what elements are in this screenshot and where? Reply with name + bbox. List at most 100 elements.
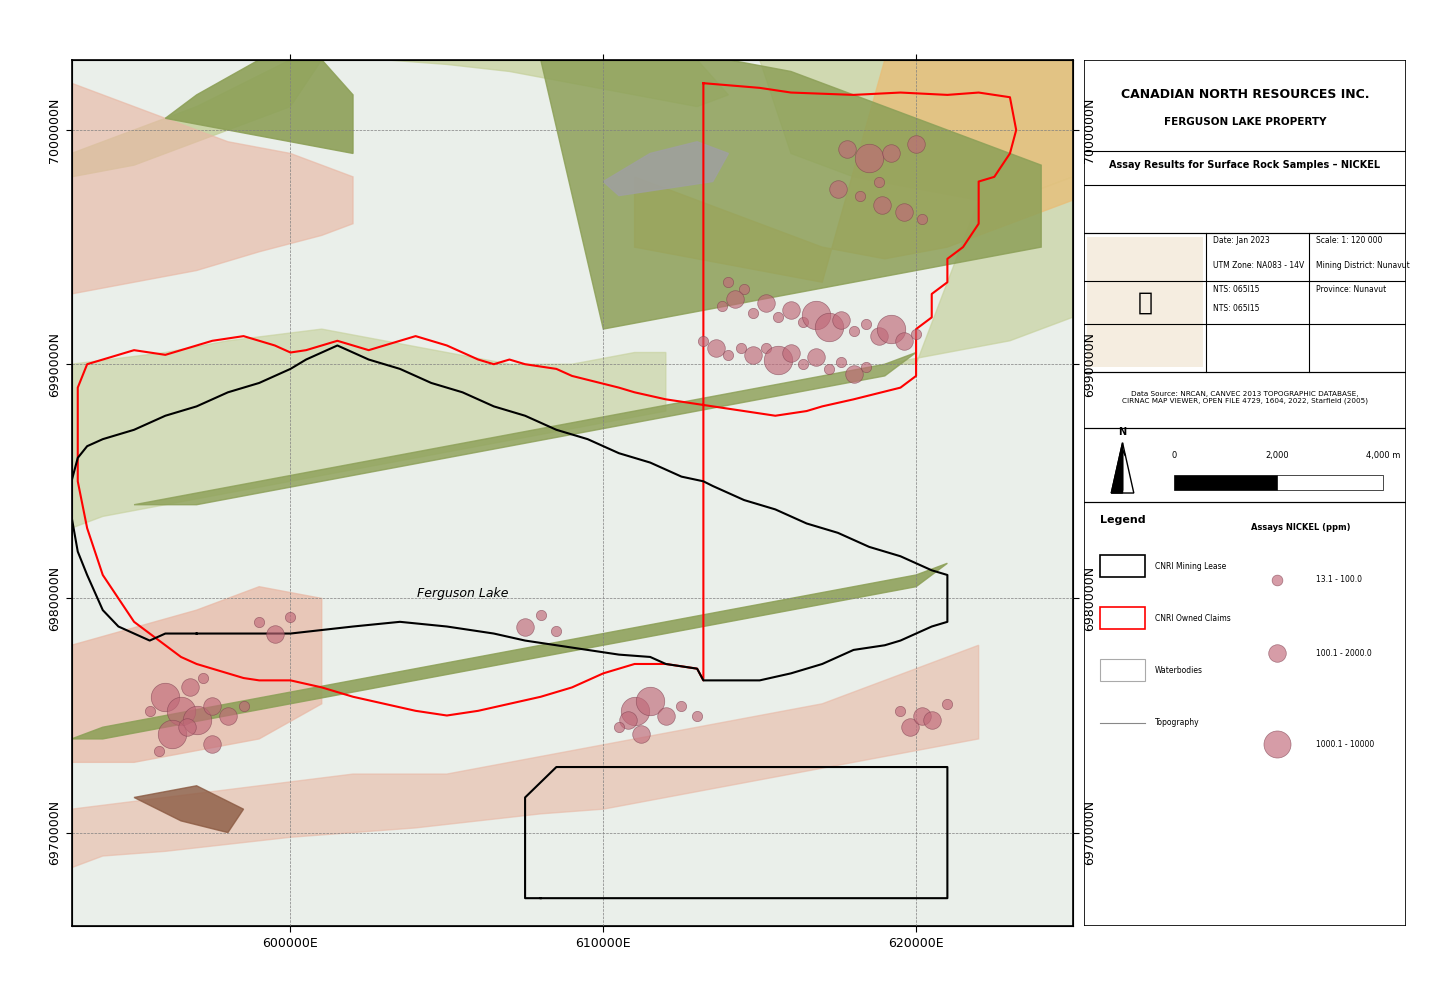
Point bbox=[817, 319, 839, 335]
Polygon shape bbox=[541, 60, 1041, 329]
Point bbox=[889, 703, 912, 719]
Point bbox=[608, 719, 631, 735]
Point bbox=[263, 625, 286, 641]
Point bbox=[186, 712, 209, 728]
Point bbox=[792, 357, 815, 373]
Point bbox=[842, 324, 865, 340]
Text: 4,000 m: 4,000 m bbox=[1366, 451, 1400, 460]
Text: UTM Zone: NA083 - 14V: UTM Zone: NA083 - 14V bbox=[1213, 261, 1304, 270]
Point bbox=[176, 719, 199, 735]
Text: Date: Jan 2023: Date: Jan 2023 bbox=[1213, 236, 1270, 245]
Point bbox=[755, 296, 778, 312]
Bar bbox=[1174, 475, 1277, 490]
Point bbox=[855, 359, 878, 374]
Polygon shape bbox=[72, 84, 353, 294]
Point bbox=[711, 298, 734, 314]
Point bbox=[200, 698, 223, 714]
Point bbox=[855, 317, 878, 333]
Text: 1000.1 - 10000: 1000.1 - 10000 bbox=[1316, 740, 1374, 749]
Point bbox=[858, 150, 881, 166]
Point bbox=[629, 726, 652, 742]
Polygon shape bbox=[134, 353, 917, 505]
Point bbox=[905, 136, 928, 152]
Text: NTS: 065I15: NTS: 065I15 bbox=[1213, 285, 1260, 294]
Point bbox=[716, 274, 739, 290]
Bar bbox=[1087, 237, 1203, 368]
Polygon shape bbox=[72, 60, 322, 177]
Point bbox=[655, 707, 678, 723]
Point bbox=[837, 140, 859, 156]
Text: 🍁: 🍁 bbox=[1138, 291, 1153, 315]
Text: Mining District: Nunavut: Mining District: Nunavut bbox=[1316, 261, 1410, 270]
Point bbox=[892, 333, 915, 349]
Text: Scale: 1: 120 000: Scale: 1: 120 000 bbox=[1316, 236, 1381, 245]
Point bbox=[742, 347, 765, 363]
Text: Province: Nunavut: Province: Nunavut bbox=[1316, 285, 1386, 294]
Point bbox=[1266, 572, 1288, 588]
Polygon shape bbox=[635, 60, 1072, 282]
Point bbox=[139, 703, 162, 719]
Text: 2,000: 2,000 bbox=[1266, 451, 1288, 460]
Point bbox=[905, 326, 928, 342]
Point bbox=[937, 696, 960, 712]
Polygon shape bbox=[72, 587, 322, 762]
Point bbox=[805, 350, 828, 366]
Point bbox=[732, 281, 755, 297]
Point bbox=[742, 305, 765, 321]
Point bbox=[247, 614, 270, 629]
Point bbox=[755, 340, 778, 356]
Polygon shape bbox=[603, 141, 728, 195]
Point bbox=[779, 345, 802, 361]
Text: CNRI Mining Lease: CNRI Mining Lease bbox=[1155, 562, 1226, 571]
Bar bbox=[1100, 659, 1145, 681]
Point bbox=[147, 743, 170, 759]
Polygon shape bbox=[134, 786, 243, 833]
Point bbox=[911, 211, 934, 227]
Point bbox=[179, 679, 202, 695]
Polygon shape bbox=[166, 60, 353, 153]
Point bbox=[848, 187, 871, 203]
Point bbox=[716, 347, 739, 363]
Point bbox=[867, 328, 889, 344]
Bar bbox=[1100, 608, 1145, 629]
Bar bbox=[1100, 556, 1145, 577]
Point bbox=[671, 698, 694, 714]
Point bbox=[639, 693, 662, 709]
Point bbox=[545, 623, 568, 639]
Text: 100.1 - 2000.0: 100.1 - 2000.0 bbox=[1316, 648, 1371, 657]
Point bbox=[842, 366, 865, 381]
Point bbox=[817, 361, 839, 376]
Point bbox=[1266, 645, 1288, 661]
Point bbox=[616, 712, 639, 728]
Point bbox=[216, 707, 239, 723]
Point bbox=[871, 197, 894, 213]
Point bbox=[921, 712, 944, 728]
Point bbox=[729, 340, 752, 356]
Point bbox=[779, 303, 802, 319]
Text: Data Source: NRCAN, CANVEC 2013 TOPOGRAPHIC DATABASE,
CIRNAC MAP VIEWER, OPEN FI: Data Source: NRCAN, CANVEC 2013 TOPOGRAP… bbox=[1121, 391, 1369, 404]
Point bbox=[867, 173, 889, 189]
Point bbox=[879, 321, 902, 337]
Text: NTS: 065I15: NTS: 065I15 bbox=[1213, 304, 1260, 313]
Text: Ferguson Lake: Ferguson Lake bbox=[416, 588, 508, 601]
Point bbox=[724, 291, 746, 307]
Point bbox=[705, 340, 728, 356]
Polygon shape bbox=[1111, 443, 1123, 493]
Point bbox=[898, 719, 921, 735]
Polygon shape bbox=[72, 564, 948, 739]
Point bbox=[513, 619, 536, 634]
Polygon shape bbox=[759, 60, 1072, 200]
Point bbox=[170, 703, 193, 719]
Point bbox=[766, 352, 789, 368]
Point bbox=[623, 703, 646, 719]
Point bbox=[154, 689, 177, 705]
Point bbox=[827, 180, 849, 196]
Text: 0: 0 bbox=[1171, 451, 1177, 460]
Text: Topography: Topography bbox=[1155, 718, 1200, 727]
Text: Legend: Legend bbox=[1100, 515, 1145, 525]
Point bbox=[829, 354, 852, 370]
Text: Assays NICKEL (ppm): Assays NICKEL (ppm) bbox=[1251, 523, 1351, 532]
Point bbox=[232, 698, 255, 714]
Text: N: N bbox=[1118, 426, 1127, 436]
Text: CNRI Owned Claims: CNRI Owned Claims bbox=[1155, 615, 1230, 623]
